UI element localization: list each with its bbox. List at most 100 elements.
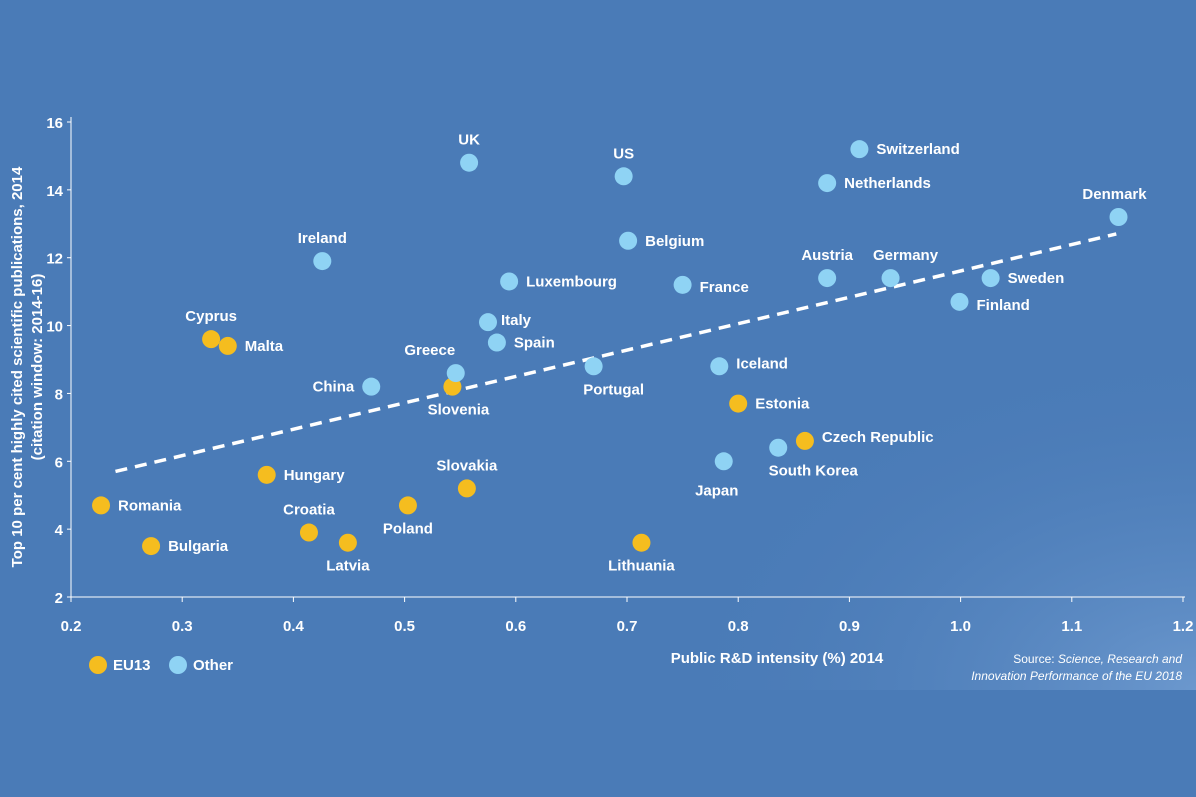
point-luxembourg	[500, 272, 519, 291]
x-tick-label: 0.7	[617, 618, 638, 635]
source-note: Source: Science, Research and Innovation…	[971, 651, 1182, 685]
background-glow	[600, 300, 1196, 690]
legend-marker	[89, 656, 107, 674]
data-label: Austria	[801, 247, 853, 264]
source-prefix: Source:	[1013, 652, 1058, 666]
data-label: Greece	[404, 342, 455, 359]
data-label: Hungary	[284, 467, 346, 484]
data-label: Finland	[976, 297, 1029, 314]
legend-label: EU13	[113, 657, 151, 674]
data-label: South Korea	[769, 463, 859, 480]
point-hungary	[257, 465, 276, 484]
point-switzerland	[850, 140, 869, 159]
data-label: Netherlands	[844, 175, 931, 192]
bottom-band	[0, 690, 1196, 797]
data-label: US	[613, 145, 634, 162]
x-axis-title: Public R&D intensity (%) 2014	[671, 650, 884, 667]
point-ireland	[313, 252, 332, 271]
data-label: Iceland	[736, 355, 788, 372]
x-tick-label: 0.2	[61, 618, 82, 635]
data-label: UK	[458, 132, 480, 149]
data-label: Italy	[501, 312, 532, 329]
data-label: Lithuania	[608, 558, 675, 575]
legend-label: Other	[193, 657, 233, 674]
point-sweden	[981, 269, 1000, 288]
point-portugal	[584, 357, 603, 376]
point-belgium	[619, 231, 638, 250]
point-croatia	[299, 523, 318, 542]
point-south-korea	[769, 438, 788, 457]
x-tick-label: 1.1	[1061, 618, 1082, 635]
source-title-line2: Innovation Performance of the EU 2018	[971, 669, 1182, 683]
x-tick-label: 0.5	[394, 618, 415, 635]
point-netherlands	[818, 174, 837, 193]
y-tick-label: 6	[55, 454, 63, 471]
y-axis-title-line1: Top 10 per cent highly cited scientific …	[9, 166, 26, 567]
data-label: Slovenia	[428, 402, 490, 419]
data-label: Poland	[383, 520, 433, 537]
data-label: Malta	[245, 338, 284, 355]
y-tick-label: 8	[55, 386, 63, 403]
point-bulgaria	[142, 537, 161, 556]
data-label: Romania	[118, 497, 182, 514]
data-label: Belgium	[645, 233, 704, 250]
source-title-line1: Science, Research and	[1057, 652, 1182, 666]
point-japan	[714, 452, 733, 471]
point-us	[614, 167, 633, 186]
y-tick-label: 2	[55, 590, 63, 607]
data-label: Estonia	[755, 396, 810, 413]
point-china	[362, 377, 381, 396]
data-label: Spain	[514, 335, 555, 352]
data-label: Switzerland	[876, 141, 959, 158]
y-axis-title-line2: (citation window: 2014-16)	[29, 274, 46, 461]
data-label: China	[313, 379, 355, 396]
data-label: Ireland	[298, 230, 347, 247]
data-label: Luxembourg	[526, 273, 617, 290]
point-romania	[92, 496, 111, 515]
point-austria	[818, 269, 837, 288]
point-denmark	[1109, 208, 1128, 226]
x-tick-label: 0.4	[283, 618, 305, 635]
x-tick-label: 1.0	[950, 618, 971, 635]
point-slovakia	[457, 479, 476, 498]
y-tick-label: 14	[46, 183, 63, 200]
y-tick-label: 12	[46, 251, 63, 268]
point-czech-republic	[795, 431, 814, 450]
x-tick-label: 1.2	[1173, 618, 1194, 635]
point-france	[673, 275, 692, 294]
data-label: Latvia	[326, 558, 370, 575]
point-lithuania	[632, 533, 651, 552]
point-finland	[950, 292, 969, 311]
data-label: Cyprus	[185, 308, 237, 325]
point-italy	[479, 313, 497, 332]
x-tick-label: 0.8	[728, 618, 749, 635]
trend-line	[115, 232, 1117, 474]
point-slovenia	[443, 377, 462, 396]
data-label: Slovakia	[436, 457, 498, 474]
y-tick-label: 4	[55, 522, 64, 539]
x-tick-label: 0.6	[505, 618, 526, 635]
data-label: Sweden	[1008, 270, 1065, 287]
data-label: Germany	[873, 247, 939, 264]
point-cyprus	[202, 330, 221, 349]
point-malta	[218, 336, 237, 355]
data-label: Portugal	[583, 381, 644, 398]
y-tick-label: 10	[46, 319, 63, 336]
point-germany	[881, 269, 900, 288]
x-tick-label: 0.3	[172, 618, 193, 635]
point-greece	[446, 364, 465, 383]
data-label: Czech Republic	[822, 429, 934, 446]
point-latvia	[338, 533, 357, 552]
data-label: Croatia	[283, 502, 335, 519]
y-tick-label: 16	[46, 115, 63, 132]
data-label: Bulgaria	[168, 538, 229, 555]
point-iceland	[710, 357, 729, 376]
point-estonia	[729, 394, 748, 413]
point-spain	[487, 333, 506, 352]
data-label: France	[700, 279, 749, 296]
data-label: Japan	[695, 482, 738, 499]
point-uk	[460, 153, 479, 172]
point-poland	[398, 496, 417, 515]
legend-marker	[169, 656, 187, 674]
